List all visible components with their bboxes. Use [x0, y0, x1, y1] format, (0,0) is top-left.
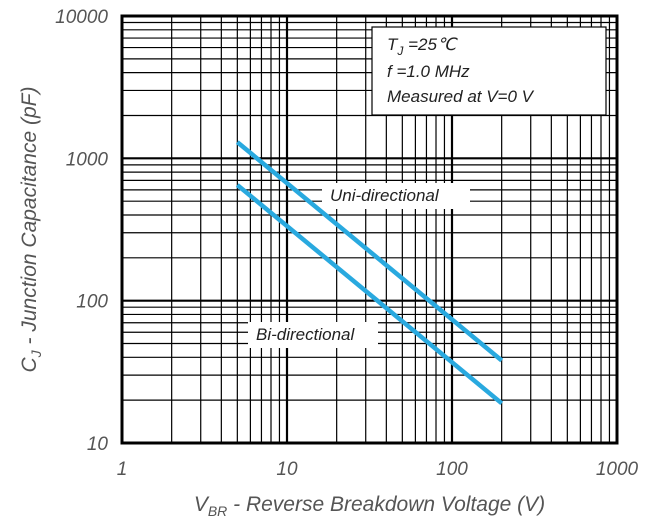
y-axis-title: CJ - Junction Capacitance (pF) [18, 87, 44, 373]
y-tick-label: 1000 [66, 149, 109, 170]
y-tick-label: 10000 [55, 7, 108, 28]
uni-label-background [322, 183, 470, 209]
x-tick-label: 1000 [596, 459, 639, 480]
plot-frame [120, 14, 619, 445]
annotation-frequency: f =1.0 MHz [387, 62, 470, 81]
x-tick-label: 100 [436, 459, 468, 480]
conditions-box [371, 26, 607, 116]
series-line-bi-directional [235, 183, 504, 406]
bi-label-background [248, 322, 378, 348]
series-label-uni-directional: Uni-directional [330, 186, 440, 205]
y-tick-label: 100 [76, 292, 108, 313]
series-line-uni-directional [235, 140, 504, 363]
x-axis-title: VBR - Reverse Breakdown Voltage (V) [194, 493, 545, 519]
annotation-measured: Measured at V=0 V [387, 87, 535, 106]
series-layer [235, 140, 504, 406]
annotation-temperature: TJ =25℃ [387, 35, 458, 58]
series-label-bi-directional: Bi-directional [256, 325, 355, 344]
x-tick-label: 1 [117, 459, 128, 480]
tick-labels: 1 10 100 1000 10 100 1000 10000 [55, 7, 638, 480]
y-tick-label: 10 [87, 434, 109, 455]
x-tick-label: 10 [276, 459, 298, 480]
